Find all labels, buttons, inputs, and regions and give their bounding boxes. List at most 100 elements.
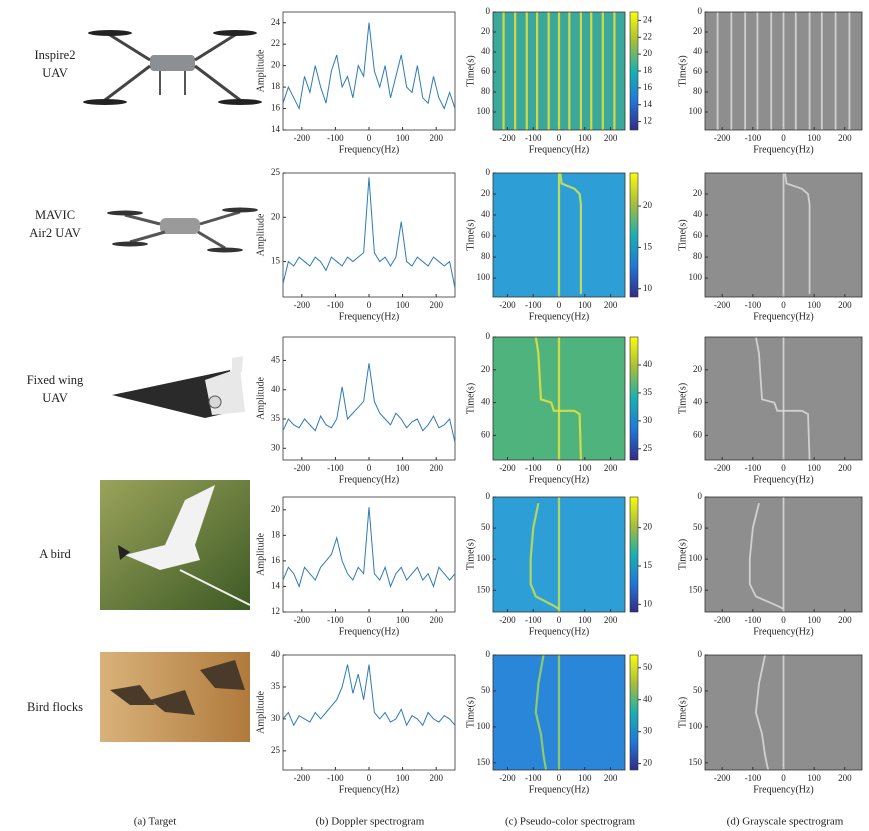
x-tick-label: 100 — [807, 463, 821, 473]
colorbar-tick-label: 20 — [643, 758, 653, 768]
colorbar — [630, 497, 638, 612]
caption: (a) Target — [134, 816, 177, 828]
x-tick-label: 200 — [604, 300, 618, 310]
y-tick-label: 25 — [271, 167, 281, 177]
x-axis-label: Frequency(Hz) — [339, 311, 400, 322]
x-tick-label: -200 — [294, 133, 311, 143]
x-tick-label: 0 — [367, 615, 372, 625]
x-tick-label: -200 — [714, 133, 731, 143]
x-tick-label: 200 — [429, 615, 443, 625]
y-tick-label: 20 — [271, 60, 281, 70]
x-tick-label: 0 — [557, 615, 562, 625]
x-axis-label: Frequency(Hz) — [753, 474, 814, 485]
x-axis-label: Frequency(Hz) — [339, 144, 400, 155]
y-tick-label: 0 — [698, 6, 703, 16]
colorbar-tick-label: 25 — [643, 443, 653, 453]
y-axis-label: Amplitude — [255, 533, 266, 576]
x-tick-label: 100 — [396, 300, 410, 310]
colorbar — [630, 337, 638, 460]
y-axis-label: Time(s) — [465, 697, 476, 728]
x-tick-label: -100 — [525, 300, 542, 310]
colorbar — [630, 655, 638, 770]
y-tick-label: 40 — [271, 384, 281, 394]
x-tick-label: 200 — [838, 773, 852, 783]
y-tick-label: 0 — [486, 6, 491, 16]
x-tick-label: 200 — [604, 615, 618, 625]
x-tick-label: -100 — [745, 463, 762, 473]
x-tick-label: 200 — [838, 300, 852, 310]
y-axis-label: Time(s) — [677, 697, 688, 728]
x-tick-label: 0 — [781, 300, 786, 310]
x-tick-label: -200 — [499, 463, 516, 473]
x-tick-label: 200 — [838, 463, 852, 473]
y-tick-label: 20 — [481, 364, 491, 374]
x-tick-label: 0 — [367, 300, 372, 310]
target-label: UAV — [42, 66, 67, 80]
x-tick-label: -200 — [294, 615, 311, 625]
x-tick-label: 200 — [604, 133, 618, 143]
y-axis-label: Amplitude — [255, 377, 266, 420]
colorbar-tick-label: 22 — [643, 31, 652, 41]
y-tick-label: 40 — [693, 209, 703, 219]
x-tick-label: 0 — [367, 133, 372, 143]
colorbar-tick-label: 24 — [643, 14, 653, 24]
y-tick-label: 60 — [481, 66, 491, 76]
x-tick-label: 100 — [396, 773, 410, 783]
x-tick-label: 200 — [429, 773, 443, 783]
y-tick-label: 150 — [689, 757, 703, 767]
y-tick-label: 35 — [271, 681, 281, 691]
y-axis-label: Amplitude — [255, 213, 266, 256]
y-tick-label: 80 — [693, 251, 703, 261]
x-tick-label: 100 — [807, 300, 821, 310]
x-tick-label: 200 — [429, 133, 443, 143]
x-axis-label: Frequency(Hz) — [753, 311, 814, 322]
y-tick-label: 80 — [481, 251, 491, 261]
y-tick-label: 50 — [693, 685, 703, 695]
plot-frame — [283, 497, 455, 612]
x-tick-label: 0 — [367, 773, 372, 783]
y-axis-label: Time(s) — [465, 539, 476, 570]
y-tick-label: 100 — [477, 106, 491, 116]
x-tick-label: 100 — [578, 615, 592, 625]
x-tick-label: -200 — [714, 300, 731, 310]
x-tick-label: 200 — [429, 463, 443, 473]
x-tick-label: -100 — [745, 133, 762, 143]
target-label: A bird — [39, 547, 71, 561]
x-tick-label: -100 — [327, 300, 344, 310]
y-tick-label: 35 — [271, 413, 281, 423]
colorbar-tick-label: 15 — [643, 560, 653, 570]
mavic-photo — [107, 208, 258, 253]
x-tick-label: 0 — [557, 300, 562, 310]
bird-photo — [100, 480, 250, 610]
x-tick-label: -200 — [499, 773, 516, 783]
x-tick-label: -100 — [525, 463, 542, 473]
x-tick-label: 100 — [578, 300, 592, 310]
y-tick-label: 80 — [693, 86, 703, 96]
y-tick-label: 150 — [477, 584, 491, 594]
x-tick-label: 0 — [781, 615, 786, 625]
x-axis-label: Frequency(Hz) — [529, 311, 590, 322]
y-tick-label: 0 — [486, 491, 491, 501]
x-tick-label: -100 — [327, 463, 344, 473]
x-tick-label: 0 — [367, 463, 372, 473]
colorbar-tick-label: 40 — [643, 694, 653, 704]
y-axis-label: Amplitude — [255, 691, 266, 734]
y-tick-label: 80 — [481, 86, 491, 96]
y-axis-label: Time(s) — [677, 539, 688, 570]
x-axis-label: Frequency(Hz) — [339, 784, 400, 795]
y-tick-label: 60 — [481, 230, 491, 240]
x-tick-label: 0 — [781, 463, 786, 473]
x-tick-label: -100 — [525, 133, 542, 143]
caption: (d) Grayscale spectrogram — [727, 816, 844, 828]
y-tick-label: 45 — [271, 354, 281, 364]
inspire-photo — [83, 30, 262, 105]
y-tick-label: 22 — [271, 38, 280, 48]
colorbar-tick-label: 20 — [643, 200, 653, 210]
colorbar — [630, 12, 638, 130]
y-tick-label: 0 — [698, 649, 703, 659]
x-tick-label: -200 — [499, 133, 516, 143]
x-tick-label: 100 — [807, 133, 821, 143]
x-axis-label: Frequency(Hz) — [529, 626, 590, 637]
y-tick-label: 60 — [481, 429, 491, 439]
x-tick-label: -200 — [714, 773, 731, 783]
